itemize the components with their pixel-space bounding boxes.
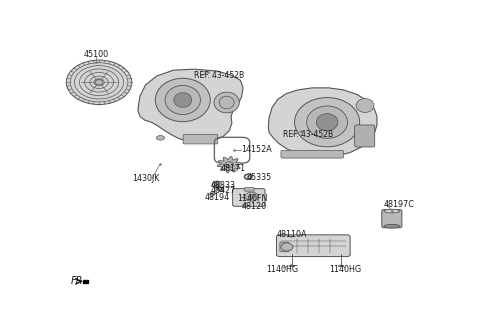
Text: 1140HG: 1140HG bbox=[330, 265, 362, 274]
Text: REF. 43-452B: REF. 43-452B bbox=[194, 71, 244, 80]
Circle shape bbox=[95, 80, 103, 85]
Ellipse shape bbox=[165, 86, 201, 114]
FancyBboxPatch shape bbox=[233, 189, 265, 206]
Circle shape bbox=[249, 195, 254, 199]
Text: 1140FN: 1140FN bbox=[237, 194, 267, 203]
Ellipse shape bbox=[156, 135, 165, 140]
Ellipse shape bbox=[219, 96, 234, 109]
Circle shape bbox=[245, 192, 258, 201]
Text: 48120: 48120 bbox=[241, 202, 266, 211]
Text: 45100: 45100 bbox=[84, 50, 109, 59]
Text: 48110A: 48110A bbox=[276, 230, 307, 239]
Circle shape bbox=[281, 243, 293, 251]
Polygon shape bbox=[138, 69, 243, 142]
Text: 46427: 46427 bbox=[211, 186, 236, 195]
Ellipse shape bbox=[295, 97, 360, 147]
Ellipse shape bbox=[212, 181, 222, 188]
Ellipse shape bbox=[384, 209, 400, 213]
Text: FR.: FR. bbox=[71, 276, 87, 286]
FancyBboxPatch shape bbox=[244, 188, 254, 191]
Polygon shape bbox=[217, 157, 241, 173]
Circle shape bbox=[225, 162, 234, 168]
Ellipse shape bbox=[384, 224, 400, 228]
Text: 1140HG: 1140HG bbox=[266, 265, 299, 274]
Ellipse shape bbox=[174, 92, 192, 107]
Ellipse shape bbox=[316, 113, 338, 131]
FancyBboxPatch shape bbox=[280, 242, 289, 252]
Text: REF. 43-452B: REF. 43-452B bbox=[283, 130, 333, 139]
Circle shape bbox=[210, 192, 215, 195]
FancyBboxPatch shape bbox=[276, 235, 350, 256]
Text: 1430JK: 1430JK bbox=[132, 174, 159, 183]
Text: 48194: 48194 bbox=[205, 194, 230, 202]
Text: 14152A: 14152A bbox=[241, 145, 272, 154]
Ellipse shape bbox=[155, 78, 210, 122]
Text: 48197C: 48197C bbox=[384, 199, 415, 209]
Bar bbox=[84, 279, 88, 283]
Text: 48171: 48171 bbox=[221, 164, 246, 173]
FancyBboxPatch shape bbox=[355, 125, 375, 147]
Ellipse shape bbox=[214, 92, 240, 113]
Ellipse shape bbox=[356, 99, 374, 113]
Polygon shape bbox=[268, 88, 377, 156]
FancyBboxPatch shape bbox=[382, 210, 402, 228]
Text: 48333: 48333 bbox=[211, 181, 236, 190]
Text: 45335: 45335 bbox=[247, 173, 272, 182]
FancyBboxPatch shape bbox=[281, 151, 344, 158]
Circle shape bbox=[66, 60, 132, 105]
Ellipse shape bbox=[307, 106, 348, 138]
FancyBboxPatch shape bbox=[183, 134, 218, 144]
Ellipse shape bbox=[215, 183, 219, 186]
